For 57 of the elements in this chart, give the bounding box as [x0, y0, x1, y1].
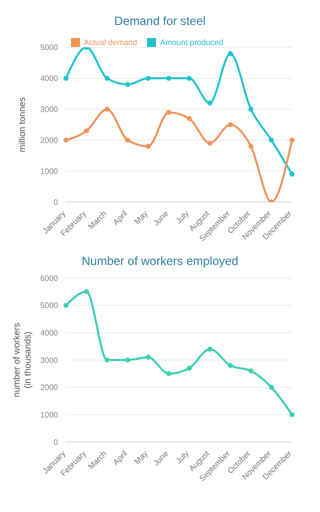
y-tick-label: 5000: [40, 301, 59, 310]
y-tick-label: 2000: [40, 383, 59, 392]
point: [104, 76, 110, 81]
point: [186, 366, 192, 371]
point: [207, 140, 212, 146]
point: [146, 76, 151, 81]
point: [146, 354, 151, 360]
point: [248, 106, 254, 112]
point: [290, 172, 294, 177]
point: [186, 116, 192, 122]
y-tick-label: 0: [54, 198, 59, 207]
point: [166, 76, 172, 81]
point: [228, 122, 233, 128]
point: [64, 76, 68, 81]
y-tick-label: 0: [54, 438, 59, 447]
point: [104, 358, 110, 362]
y-tick-label: 3000: [40, 105, 59, 114]
point: [290, 138, 294, 143]
point: [84, 289, 90, 294]
y-tick-label: 4000: [40, 328, 59, 338]
point: [186, 76, 192, 81]
x-tick-label: July: [174, 449, 191, 466]
y-tick-label: 3000: [40, 356, 59, 365]
point: [207, 346, 212, 352]
point: [125, 82, 130, 87]
point: [166, 110, 172, 115]
x-tick-label: July: [174, 209, 191, 226]
y-tick-label: 1000: [40, 410, 59, 420]
point: [248, 368, 254, 374]
y-tick-label: 2000: [40, 136, 59, 145]
chart-title: Demand for steel: [113, 13, 207, 30]
y-tick-label: 4000: [40, 74, 59, 84]
point: [125, 138, 130, 143]
y-tick-label: 6000: [40, 274, 59, 283]
x-tick-label: May: [132, 449, 150, 466]
point: [64, 302, 68, 308]
point: [228, 51, 233, 56]
point: [268, 384, 274, 390]
legend-label: Amount produced: [160, 38, 224, 47]
point: [207, 100, 212, 106]
legend-label: Actual demand: [84, 38, 138, 47]
point: [268, 138, 274, 143]
x-tick-label: May: [132, 209, 150, 226]
y-tick-label: 5000: [40, 43, 59, 52]
y-tick-label: 1000: [40, 166, 59, 176]
point: [166, 371, 172, 376]
point: [104, 106, 110, 112]
point: [228, 362, 233, 368]
y-axis-title: number of workers (in thousands): [12, 322, 32, 398]
chart-title: Number of workers employed: [80, 253, 240, 270]
point: [146, 144, 151, 149]
point: [84, 128, 90, 134]
point: [125, 358, 130, 362]
point: [248, 144, 254, 149]
y-axis-title: million tonnes: [17, 96, 27, 152]
point: [290, 412, 294, 418]
point: [64, 138, 68, 143]
